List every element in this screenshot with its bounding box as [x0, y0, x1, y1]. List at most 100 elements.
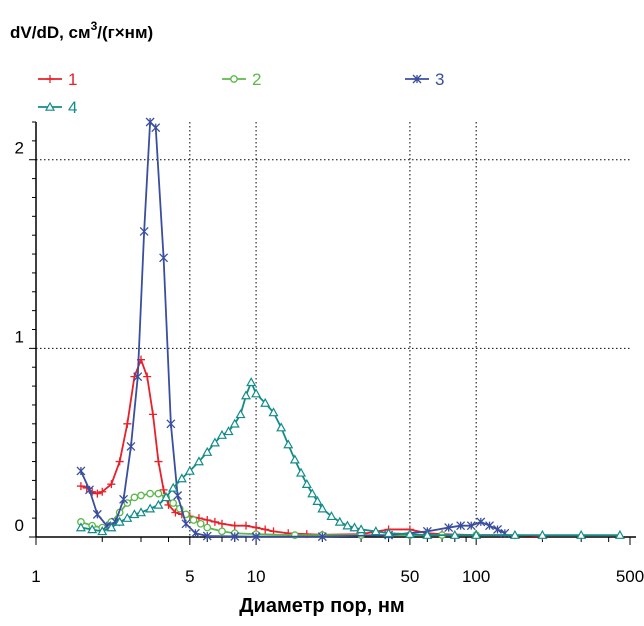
series-4-point: [122, 512, 133, 522]
legend-label: 1: [68, 70, 77, 89]
data-series: [75, 117, 625, 542]
series-3-point: [500, 528, 510, 538]
series-4-point: [334, 516, 345, 526]
series-1-point: [115, 457, 124, 466]
legend-item-2: 2: [222, 70, 261, 89]
series-3-point: [159, 253, 169, 263]
y-tick-label: 2: [15, 139, 24, 158]
series-4: [75, 377, 625, 539]
series-3-point: [317, 532, 327, 542]
series-4-point: [326, 511, 337, 521]
series-1-point: [123, 419, 132, 428]
series-4-point: [251, 388, 262, 398]
legend-label: 3: [435, 70, 444, 89]
y-axis-label: dV/dD, см3/(г×нм): [10, 19, 153, 42]
series-3-point: [119, 494, 129, 504]
series-4-point: [260, 397, 271, 407]
series-3-point: [202, 531, 212, 541]
legend-swatch-marker: [412, 74, 422, 84]
x-tick-label: 100: [462, 567, 490, 586]
series-3-point: [456, 521, 466, 531]
series-4-point: [404, 528, 415, 538]
series-4-point: [135, 507, 147, 517]
series-4-point: [235, 409, 246, 419]
series-4-point: [370, 526, 381, 536]
y-tick-label: 1: [15, 327, 24, 346]
series-4-point: [356, 524, 367, 534]
series-4-point: [342, 520, 353, 530]
series-3-point: [166, 419, 176, 429]
series-2-point: [203, 523, 212, 532]
series-4-point: [229, 418, 240, 428]
series-1-point: [107, 480, 116, 489]
x-tick-label: 10: [247, 567, 266, 586]
series-3-point: [85, 485, 94, 495]
series-4-point: [223, 426, 234, 436]
series-4-point: [87, 524, 98, 534]
x-tick-label: 5: [185, 567, 194, 586]
series-4-point: [301, 478, 312, 488]
series-2-point: [154, 489, 163, 498]
legend-swatch-marker: [230, 75, 238, 83]
series-1-point: [230, 521, 239, 530]
legend-item-3: 3: [405, 70, 444, 89]
series-3-point: [126, 441, 136, 451]
axes: 0 1 2 1 5 10 50 100 500: [15, 121, 644, 586]
legend-item-1: 1: [38, 70, 77, 89]
series-4-point: [422, 529, 433, 539]
series-4-point: [114, 516, 125, 526]
series-2-point: [189, 516, 198, 524]
series-1-point: [98, 487, 107, 496]
series-4-point: [246, 377, 257, 387]
series-1-point: [203, 516, 212, 525]
series-1-point: [252, 523, 261, 532]
series-3-point: [493, 524, 502, 534]
series-4-point: [168, 482, 179, 492]
x-tick-label: 500: [616, 567, 644, 586]
series-4-point: [289, 454, 300, 464]
series-1-point: [154, 457, 163, 466]
series-3-point: [190, 528, 200, 538]
series-3: [76, 117, 510, 542]
series-3-point: [151, 123, 161, 133]
series-line-1: [80, 358, 543, 537]
series-4-point: [349, 522, 360, 532]
series-line-3: [80, 121, 506, 538]
series-4-point: [75, 522, 86, 532]
series-4-point: [176, 473, 187, 483]
series-1-point: [143, 372, 152, 381]
series-4-point: [193, 456, 204, 466]
series-1-point: [93, 489, 102, 498]
x-tick-label: 1: [31, 567, 40, 586]
series-1-point: [210, 517, 219, 526]
series-2-point: [137, 491, 145, 500]
series-3-point: [92, 509, 102, 519]
series-3-point: [485, 521, 494, 531]
series-1-point: [242, 521, 251, 530]
legend-swatch-marker: [44, 101, 56, 111]
series-4-point: [268, 407, 279, 417]
series-4-point: [106, 522, 117, 532]
x-axis-label: Диаметр пор, нм: [239, 595, 404, 617]
series-1-point: [159, 485, 168, 494]
series-4-point: [202, 446, 213, 456]
series-4-point: [283, 439, 294, 449]
series-4-point: [153, 499, 164, 509]
series-4-point: [295, 467, 307, 477]
legend-label: 4: [68, 98, 77, 117]
series-3-point: [76, 466, 86, 476]
series-1-point: [148, 410, 157, 419]
series-4-point: [576, 529, 587, 539]
series-2-point: [196, 519, 205, 528]
series-3-point: [476, 517, 486, 527]
series-4-point: [240, 390, 252, 400]
series-3-point: [230, 531, 240, 541]
series-3-point: [444, 523, 454, 533]
series-4-point: [145, 503, 156, 513]
series-2-point: [169, 499, 178, 507]
series-4-point: [383, 527, 394, 538]
legend-swatch-marker: [46, 75, 54, 83]
series-4-point: [276, 422, 287, 432]
series-3-point: [173, 491, 183, 500]
